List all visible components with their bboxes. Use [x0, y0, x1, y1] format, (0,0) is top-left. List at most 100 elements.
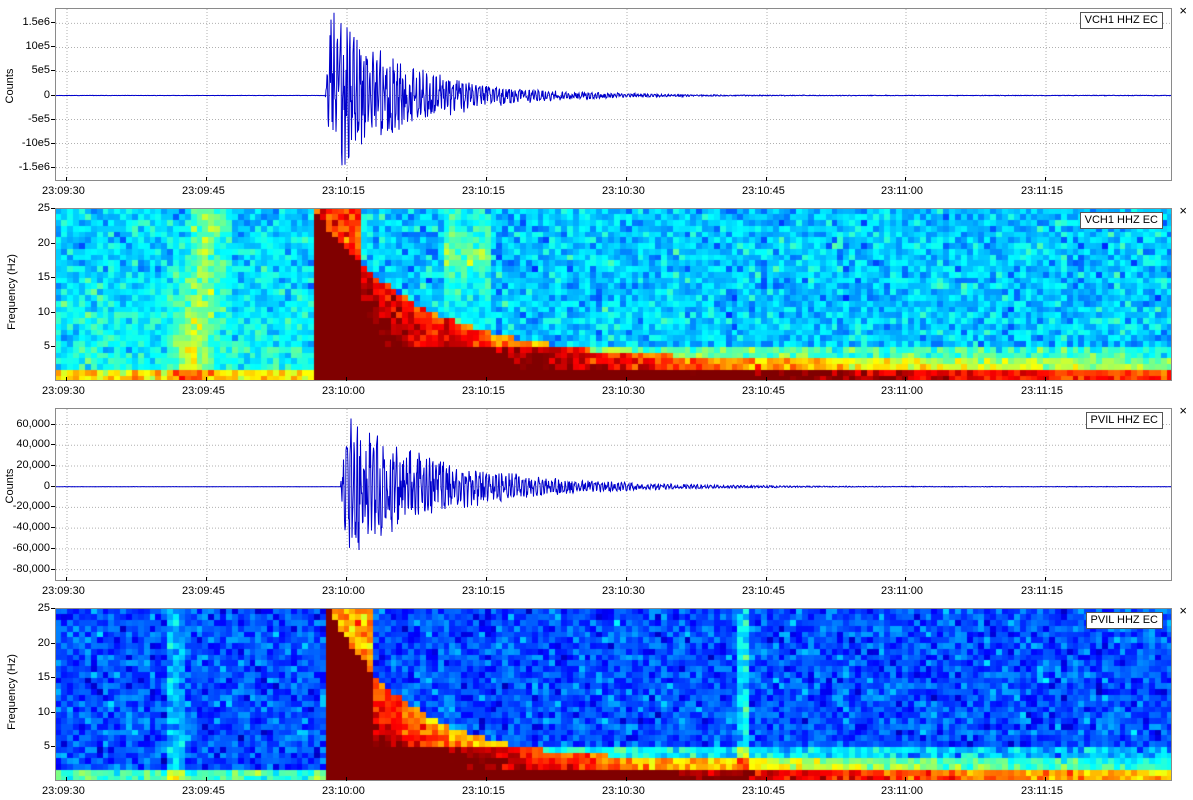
x-tick-label: 23:10:30	[602, 185, 645, 197]
y-tick-mark	[51, 608, 55, 609]
x-tick-label: 23:10:00	[322, 385, 365, 397]
y-tick-mark	[51, 277, 55, 279]
x-tick-mark	[486, 577, 487, 581]
x-tick-mark	[905, 777, 906, 781]
y-tick-label: 5	[43, 340, 50, 353]
y-tick-mark	[51, 444, 55, 446]
waveform-plot[interactable]: VCH1 HHZ EC	[55, 8, 1172, 181]
x-tick-label: 23:09:30	[42, 585, 85, 597]
close-icon[interactable]: ×	[1179, 403, 1187, 418]
x-tick-mark	[206, 577, 207, 581]
x-tick-label: 23:09:45	[182, 185, 225, 197]
x-tick-mark	[66, 777, 67, 781]
y-tick-label: 40,000	[16, 438, 50, 451]
x-tick-label: 23:11:00	[881, 185, 924, 197]
waveform-plot[interactable]: PVIL HHZ EC	[55, 408, 1172, 581]
x-tick-label: 23:11:15	[1021, 185, 1064, 197]
waveform-svg	[56, 409, 1171, 580]
y-axis-label: Frequency (Hz)	[6, 254, 18, 330]
x-tick-label: 23:10:30	[602, 785, 645, 797]
x-tick-label: 23:11:00	[881, 785, 924, 797]
close-icon[interactable]: ×	[1179, 603, 1187, 618]
x-tick-mark	[905, 177, 906, 181]
x-tick-mark	[626, 777, 627, 781]
waveform-trace	[56, 418, 1171, 551]
x-tick-label: 23:09:45	[182, 385, 225, 397]
x-tick-mark	[626, 377, 627, 381]
y-tick-mark	[51, 166, 55, 168]
y-tick-label: 15	[37, 271, 50, 284]
y-tick-label: 15	[37, 671, 50, 684]
x-tick-mark	[1045, 377, 1046, 381]
x-tick-label: 23:09:30	[42, 385, 85, 397]
close-icon[interactable]: ×	[1179, 203, 1187, 218]
spectrogram-canvas	[56, 609, 1171, 780]
x-tick-label: 23:10:45	[742, 185, 785, 197]
station-label: PVIL HHZ EC	[1085, 612, 1163, 629]
x-tick-mark	[346, 777, 347, 781]
x-tick-label: 23:10:15	[322, 185, 365, 197]
x-tick-label: 23:11:15	[1021, 785, 1064, 797]
pvil-waveform-panel: Counts PVIL HHZ EC × 60,000 40,000 20,000 0…	[0, 400, 1193, 600]
x-tick-mark	[66, 577, 67, 581]
y-tick-mark	[51, 46, 55, 48]
x-tick-mark	[346, 577, 347, 581]
waveform-svg	[56, 9, 1171, 180]
y-tick-label: 1.5e6	[22, 16, 50, 29]
x-tick-mark	[626, 177, 627, 181]
y-tick-mark	[51, 464, 55, 466]
y-tick-mark	[51, 346, 55, 348]
pvil-spectrogram-panel: Frequency (Hz) PVIL HHZ EC × 25 20 15 10 5 23…	[0, 600, 1193, 800]
y-tick-mark	[51, 677, 55, 679]
vch1-spectrogram-panel: Frequency (Hz) VCH1 HHZ EC × 25 20 15 10 5 23…	[0, 200, 1193, 400]
y-tick-label: 25	[37, 602, 50, 614]
y-tick-label: 25	[37, 202, 50, 214]
y-tick-label: -5e5	[27, 112, 50, 125]
station-label: VCH1 HHZ EC	[1079, 212, 1163, 229]
y-tick-mark	[51, 746, 55, 748]
y-tick-mark	[51, 642, 55, 644]
x-tick-mark	[626, 577, 627, 581]
y-tick-mark	[51, 70, 55, 72]
y-tick-label: 10	[37, 705, 50, 718]
y-tick-mark	[51, 242, 55, 244]
y-tick-label: -1.5e6	[18, 160, 50, 173]
x-tick-mark	[1045, 577, 1046, 581]
y-tick-mark	[51, 711, 55, 713]
y-tick-label: 60,000	[16, 417, 50, 430]
y-tick-mark	[51, 506, 55, 508]
x-tick-label: 23:10:45	[742, 585, 785, 597]
x-tick-label: 23:10:30	[602, 385, 645, 397]
x-tick-mark	[206, 377, 207, 381]
y-tick-mark	[51, 485, 55, 487]
y-tick-mark	[51, 311, 55, 313]
y-tick-label: 10	[37, 305, 50, 318]
close-icon[interactable]: ×	[1179, 3, 1187, 18]
x-tick-label: 23:09:45	[182, 585, 225, 597]
y-tick-label: 5e5	[31, 64, 50, 77]
x-tick-mark	[766, 177, 767, 181]
y-tick-label: -20,000	[12, 500, 50, 513]
x-tick-mark	[905, 577, 906, 581]
y-tick-label: 0	[43, 479, 50, 492]
x-tick-mark	[346, 177, 347, 181]
x-tick-label: 23:10:45	[742, 785, 785, 797]
y-tick-label: -80,000	[12, 562, 50, 575]
y-tick-label: 0	[43, 88, 50, 101]
y-tick-mark	[51, 527, 55, 529]
spectrogram-canvas	[56, 209, 1171, 380]
spectrogram-plot[interactable]: PVIL HHZ EC	[55, 608, 1172, 781]
y-tick-mark	[51, 208, 55, 209]
x-tick-mark	[486, 177, 487, 181]
y-tick-label: 20	[37, 236, 50, 249]
x-tick-label: 23:10:15	[462, 385, 505, 397]
vch1-waveform-panel: Counts VCH1 HHZ EC × 1.5e6 10e5 5e5 0 -5e5 -1…	[0, 0, 1193, 200]
spectrogram-plot[interactable]: VCH1 HHZ EC	[55, 208, 1172, 381]
x-tick-mark	[486, 377, 487, 381]
x-tick-mark	[905, 377, 906, 381]
x-tick-label: 23:11:00	[881, 385, 924, 397]
x-tick-label: 23:09:45	[182, 785, 225, 797]
y-tick-label: 10e5	[25, 40, 50, 53]
x-tick-mark	[766, 577, 767, 581]
x-tick-label: 23:11:00	[881, 585, 924, 597]
